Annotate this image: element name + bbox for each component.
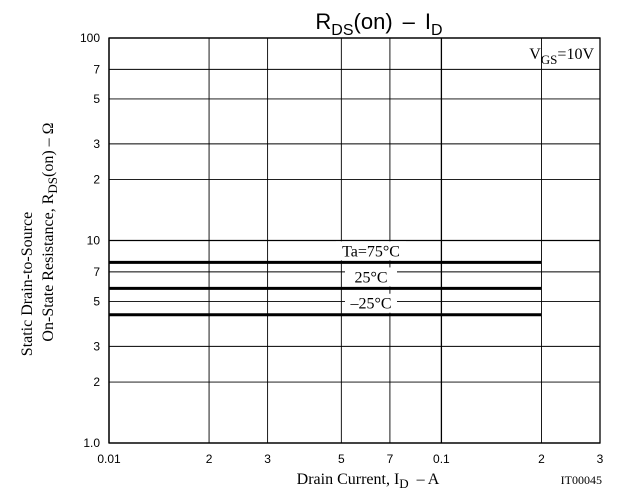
grid-lines <box>108 37 601 444</box>
y-axis-label-line2: On-State Resistance, RDS(on) – Ω <box>40 122 60 341</box>
title-on: (on) <box>354 9 393 34</box>
x-tick-label: 2 <box>538 452 545 466</box>
y-tick-label: 3 <box>93 137 100 151</box>
y-axis-label-line1: Static Drain-to-Source <box>19 212 36 356</box>
series-label: 25°C <box>354 269 387 286</box>
y-label-main: On-State Resistance, R <box>40 193 57 341</box>
x-label-tail: – A <box>416 471 440 488</box>
series-labels: Ta=75°C 25°C –25°C <box>336 241 406 313</box>
x-tick-label: 3 <box>264 452 271 466</box>
x-tick-label: 7 <box>387 452 394 466</box>
series-label-bg <box>336 241 406 261</box>
tick-labels: 0.01 2 3 5 7 0.1 2 3 1.0 2 3 5 7 10 2 3 5 7 100 <box>80 31 604 466</box>
y-tick-label: 2 <box>93 375 100 389</box>
x-tick-label: 5 <box>338 452 345 466</box>
x-label-main: Drain Current, I <box>297 471 400 488</box>
x-tick-label: 0.1 <box>433 452 450 466</box>
y-tick-label: 7 <box>93 62 100 76</box>
x-tick-label: 3 <box>597 452 604 466</box>
chart-title: RDS(on) – ID <box>315 9 442 39</box>
title-dash: – <box>403 9 416 34</box>
series-label: –25°C <box>349 296 391 313</box>
y-tick-label: 100 <box>80 31 100 45</box>
title-r: R <box>315 9 331 34</box>
y-tick-label: 1.0 <box>83 436 100 450</box>
y-label-tail: (on) – Ω <box>40 122 57 177</box>
title-d: D <box>431 22 443 39</box>
y-label-sub: DS <box>45 177 60 194</box>
condition-sub: GS <box>541 52 558 67</box>
series-label-bg <box>345 267 397 287</box>
x-tick-label: 0.01 <box>97 452 121 466</box>
series-label: Ta=75°C <box>342 243 400 260</box>
title-i: I <box>425 9 431 34</box>
condition-annotation: VGS=10V <box>529 46 594 67</box>
x-label-sub: D <box>399 476 408 491</box>
figure-id: IT00045 <box>561 473 602 487</box>
title-ds: DS <box>331 22 353 39</box>
series-label-bg <box>345 293 397 313</box>
y-tick-label: 5 <box>93 294 100 308</box>
series-lines <box>109 260 542 317</box>
condition-val: =10V <box>557 46 594 63</box>
y-tick-label: 3 <box>93 339 100 353</box>
y-tick-label: 10 <box>87 234 101 248</box>
x-tick-label: 2 <box>206 452 213 466</box>
y-tick-label: 7 <box>93 265 100 279</box>
plot-frame <box>108 37 601 444</box>
condition-v: V <box>529 46 541 63</box>
y-tick-label: 5 <box>93 92 100 106</box>
y-tick-label: 2 <box>93 173 100 187</box>
x-axis-label: Drain Current, ID – A <box>297 471 440 491</box>
